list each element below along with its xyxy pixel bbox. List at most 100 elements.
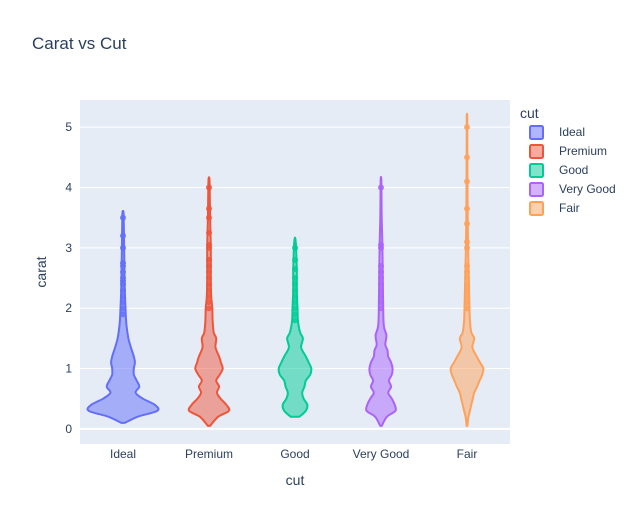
outlier-point [464,178,470,185]
outlier-point [206,184,212,191]
legend-item-good[interactable]: Good [529,163,588,178]
legend-label: Premium [559,144,607,158]
legend-item-fair[interactable]: Fair [529,201,580,216]
violin-body [277,236,313,418]
outlier-point [120,269,126,275]
legend-label: Very Good [559,182,616,196]
y-tick-label: 4 [65,181,72,195]
legend-swatch [529,163,544,178]
outlier-point [378,287,384,294]
outlier-point [464,205,470,212]
legend-swatch [529,144,544,159]
legend-item-premium[interactable]: Premium [529,144,607,159]
outlier-point [464,293,470,300]
outlier-point [378,275,384,282]
legend-label: Fair [559,201,580,215]
outlier-point [378,269,384,275]
outlier-point [206,305,212,312]
x-tick-labels: Ideal Premium Good Very Good Fair [110,447,477,461]
x-tick-label: Ideal [110,447,136,461]
y-axis-title: carat [33,256,49,287]
x-tick-label: Premium [185,447,233,461]
outlier-point [464,275,470,282]
outlier-point [206,244,212,251]
outlier-point [120,262,126,269]
violin-good [277,236,313,418]
y-tick-label: 2 [65,301,72,315]
outlier-point [464,281,470,288]
outlier-point [120,287,126,294]
outlier-point [292,311,298,318]
outlier-point [292,256,298,263]
outlier-point [120,214,126,221]
y-tick-labels: 0 1 2 3 4 5 [65,120,72,436]
outlier-point [120,281,126,288]
violin-ideal [86,209,160,424]
legend-swatch [529,201,544,216]
outlier-point [292,293,298,300]
outlier-point [464,124,470,131]
violin-very-good [365,175,397,427]
outlier-point [378,293,384,300]
x-tick-label: Good [280,447,309,461]
outlier-point [292,287,298,294]
outlier-point [206,229,212,236]
outlier-point [206,256,212,263]
outlier-point [378,299,384,306]
outlier-point [378,244,384,251]
outlier-point [378,262,384,269]
legend-label: Good [559,163,588,177]
outlier-point [206,269,212,275]
legend-item-very-good[interactable]: Very Good [529,182,616,197]
outlier-point [206,205,212,212]
outlier-point [464,262,470,269]
legend-swatch [529,182,544,197]
x-axis-title: cut [286,472,305,488]
y-tick-label: 0 [65,422,72,436]
x-tick-label: Fair [457,447,478,461]
legend-title: cut [520,105,539,121]
outlier-point [464,287,470,294]
outlier-point [206,275,212,282]
outlier-point [378,281,384,288]
violin-fair [449,112,485,427]
outlier-point [292,305,298,312]
outlier-point [206,214,212,221]
outlier-point [120,244,126,251]
outlier-point [464,305,470,312]
outlier-point [464,154,470,161]
legend: Ideal Premium Good Very Good Fair [529,125,616,216]
outlier-point [292,244,298,251]
outlier-point [292,275,298,282]
chart-title: Carat vs Cut [32,34,127,53]
outlier-point [206,281,212,288]
y-tick-label: 3 [65,241,72,255]
y-tick-label: 1 [65,362,72,376]
outlier-point [378,305,384,312]
outlier-point [464,244,470,251]
outlier-point [120,299,126,306]
outlier-point [206,299,212,306]
outlier-point [120,305,126,312]
legend-swatch [529,125,544,140]
violins [86,112,485,427]
outlier-point [120,232,126,239]
outlier-point [292,265,298,272]
outlier-point [378,184,384,191]
violin-premium [187,176,231,427]
outlier-point [120,293,126,300]
x-tick-label: Very Good [353,447,410,461]
y-tick-label: 5 [65,120,72,134]
legend-label: Ideal [559,125,585,139]
outlier-point [292,317,298,324]
outlier-point [464,269,470,275]
outlier-point [206,262,212,269]
outlier-point [206,287,212,294]
outlier-point [120,311,126,318]
outlier-point [292,281,298,288]
outlier-point [206,293,212,300]
outlier-point [464,299,470,306]
legend-item-ideal[interactable]: Ideal [529,125,585,140]
